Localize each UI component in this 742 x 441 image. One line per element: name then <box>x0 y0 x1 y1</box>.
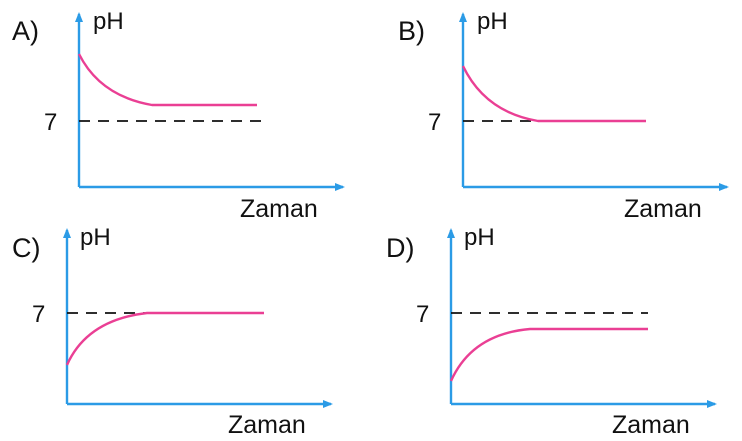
option-b-letter: B) <box>398 16 425 46</box>
option-d-graph[interactable]: D) pH Zaman 7 <box>386 224 717 439</box>
option-b-graph[interactable]: B) pH Zaman 7 <box>398 8 729 223</box>
ph-7-label: 7 <box>428 109 441 136</box>
x-axis-label: Zaman <box>240 195 318 223</box>
ph-curve <box>461 65 646 123</box>
y-axis-label: pH <box>477 8 508 35</box>
y-axis-label: pH <box>464 224 495 251</box>
option-c-graph[interactable]: C) pH Zaman 7 <box>12 224 333 439</box>
y-axis-label: pH <box>80 224 111 251</box>
x-axis-label: Zaman <box>612 411 690 439</box>
option-d-letter: D) <box>386 233 415 263</box>
option-a-letter: A) <box>12 16 39 46</box>
x-axis-label: Zaman <box>624 195 702 223</box>
ph-7-label: 7 <box>416 301 429 328</box>
ph-curve <box>65 311 264 366</box>
ph-curve <box>77 53 257 107</box>
ph-curve <box>449 327 648 382</box>
option-a-graph[interactable]: A) pH Zaman 7 <box>12 8 345 223</box>
x-axis-label: Zaman <box>228 411 306 439</box>
y-axis-label: pH <box>93 8 124 35</box>
option-c-letter: C) <box>12 233 41 263</box>
ph-7-label: 7 <box>44 109 57 136</box>
ph-7-label: 7 <box>32 301 45 328</box>
